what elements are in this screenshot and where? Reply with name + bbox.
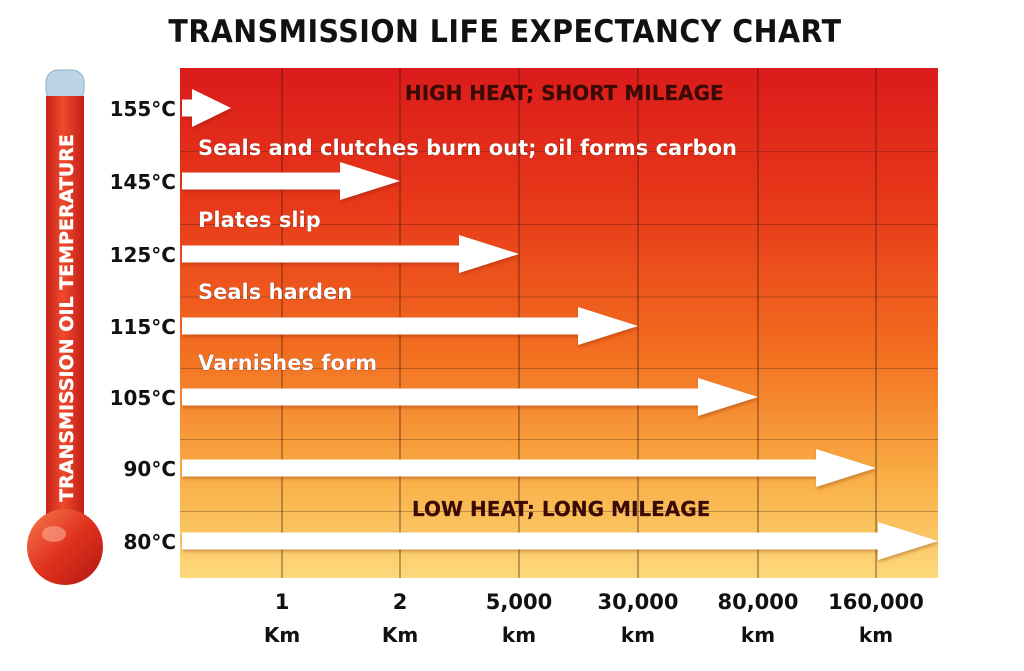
- bar-arrow: [182, 307, 638, 345]
- y-tick-label: 145°C: [110, 170, 176, 194]
- annotation-label: HIGH HEAT; SHORT MILEAGE: [405, 81, 724, 105]
- y-tick-label: 105°C: [110, 386, 176, 410]
- bar-arrow: [182, 449, 876, 487]
- x-tick-value: 160,000: [828, 590, 924, 614]
- x-tick-unit: km: [859, 623, 893, 647]
- x-tick-value: 80,000: [717, 590, 798, 614]
- y-tick-labels: 155°C 145°C 125°C 115°C 105°C 90°C 80°C: [110, 97, 176, 554]
- y-axis-label: TRANSMISSION OIL TEMPERATURE: [56, 134, 78, 502]
- y-tick-label: 90°C: [123, 457, 176, 481]
- bars: [182, 89, 938, 560]
- chart-title: TRANSMISSION LIFE EXPECTANCY CHART: [168, 14, 842, 50]
- bar-arrow: [182, 89, 231, 127]
- annotation-label: Seals harden: [198, 280, 352, 304]
- x-tick-value: 1: [275, 590, 290, 614]
- y-tick-label: 155°C: [110, 97, 176, 121]
- annotation-label: LOW HEAT; LONG MILEAGE: [412, 497, 710, 521]
- x-tick-unit: km: [621, 623, 655, 647]
- x-tick-unit: Km: [382, 623, 418, 647]
- thermometer-graphic: TRANSMISSION OIL TEMPERATURE: [27, 69, 103, 585]
- bar-arrow: [182, 162, 400, 200]
- bar-arrow: [182, 378, 758, 416]
- horizontal-gridlines: [180, 151, 938, 512]
- x-tick-unit: km: [502, 623, 536, 647]
- x-tick-value: 2: [393, 590, 408, 614]
- x-tick-unit: km: [741, 623, 775, 647]
- y-tick-label: 115°C: [110, 315, 176, 339]
- annotation-label: Plates slip: [198, 208, 321, 232]
- x-tick-unit: Km: [264, 623, 300, 647]
- annotation-label: Seals and clutches burn out; oil forms c…: [198, 136, 737, 160]
- x-tick-labels: 1 Km 2 Km 5,000 km 30,000 km 80,000 km 160,000 km: [264, 590, 924, 647]
- y-tick-label: 125°C: [110, 243, 176, 267]
- bar-arrow: [182, 235, 519, 273]
- bar-arrow: [182, 522, 938, 560]
- annotation-label: Varnishes form: [198, 351, 377, 375]
- annotations: HIGH HEAT; SHORT MILEAGE Seals and clutch…: [198, 81, 738, 521]
- x-tick-value: 5,000: [486, 590, 552, 614]
- y-tick-label: 80°C: [123, 530, 176, 554]
- x-tick-value: 30,000: [597, 590, 678, 614]
